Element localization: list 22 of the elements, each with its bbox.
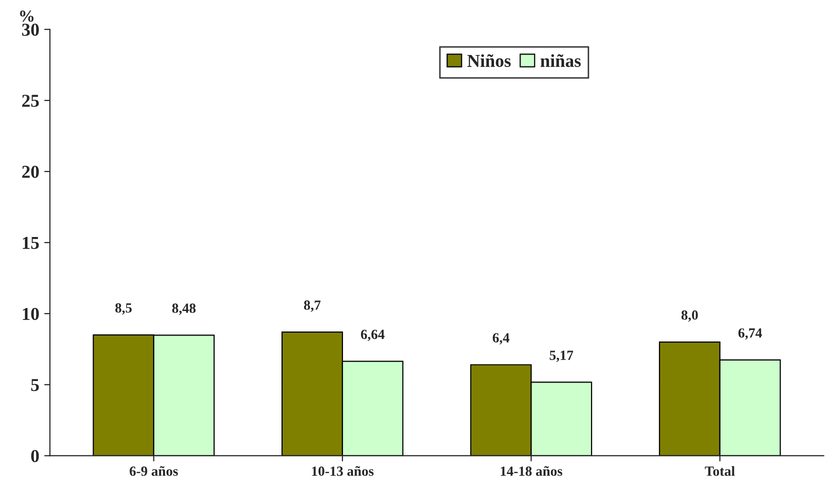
y-tick-label: 25 [22, 94, 39, 107]
y-tick-label: 30 [22, 24, 39, 36]
y-tick-label: 0 [31, 450, 39, 462]
data-label: 8,48 [172, 304, 196, 315]
y-tick-label: 15 [22, 236, 39, 249]
legend-label: niñas [540, 54, 581, 67]
legend-label: Niños [467, 54, 511, 67]
y-tick-label: 5 [31, 379, 39, 392]
data-label: 6,64 [360, 330, 385, 342]
data-label: 6,74 [738, 328, 762, 340]
y-axis-title: % [20, 10, 34, 22]
data-label: 8,7 [304, 300, 321, 312]
data-label: 6,4 [492, 333, 510, 345]
x-tick-label: Total [704, 466, 735, 476]
data-label: 5,17 [550, 350, 574, 362]
x-tick-label: 14-18 años [500, 466, 562, 476]
data-label: 8,5 [115, 303, 132, 315]
y-tick-label: 10 [22, 308, 39, 320]
x-tick-label: 10-13 años [312, 466, 374, 476]
x-tick-label: 6-9 años [130, 466, 178, 476]
data-label: 8,0 [681, 310, 698, 322]
y-tick-label: 20 [22, 166, 39, 178]
